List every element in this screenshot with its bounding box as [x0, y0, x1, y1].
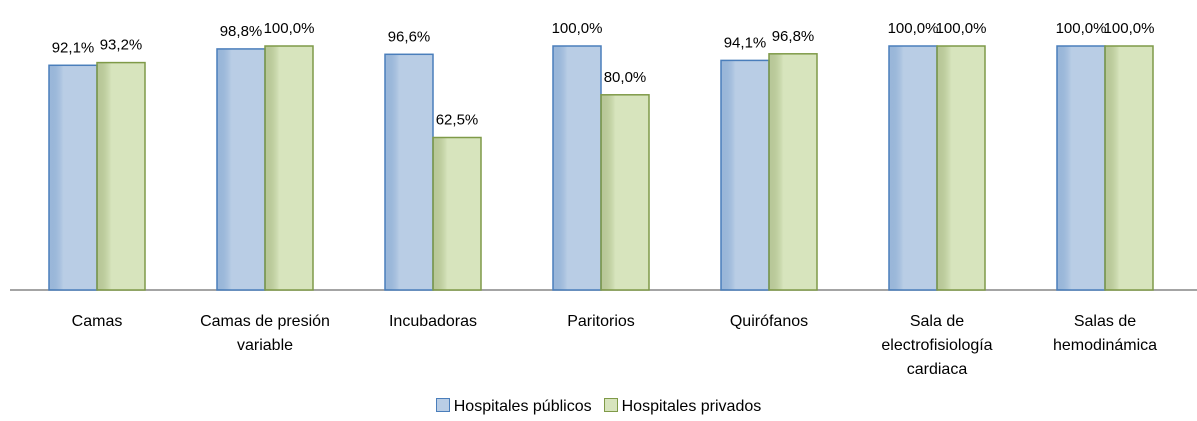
x-tick-label: Paritorios [567, 313, 635, 330]
legend-label: Hospitales privados [621, 398, 762, 415]
data-label: 96,8% [772, 28, 815, 45]
data-label: 100,0% [552, 20, 603, 37]
bar [888, 45, 938, 291]
x-tick-label: Sala de electrofisiología cardiaca [881, 313, 993, 378]
data-label: 80,0% [604, 69, 647, 86]
x-tick-label: Quirófanos [729, 313, 809, 330]
legend-item: Hospitales privados [603, 398, 762, 416]
bar [720, 59, 770, 291]
data-label: 100,0% [888, 20, 939, 37]
legend: Hospitales públicos Hospitales privados [0, 398, 1197, 416]
bar [264, 45, 314, 291]
x-tick-label: Incubadoras [388, 313, 478, 330]
bar [384, 53, 434, 291]
data-label: 62,5% [436, 112, 479, 129]
bar [768, 53, 818, 291]
bar [432, 136, 482, 291]
bar [600, 94, 650, 291]
legend-item: Hospitales públicos [435, 398, 592, 416]
data-label: 100,0% [1056, 20, 1107, 37]
legend-swatch [435, 398, 450, 412]
data-label: 100,0% [264, 20, 315, 37]
bar [1056, 45, 1106, 291]
data-label: 100,0% [936, 20, 987, 37]
data-label: 92,1% [52, 39, 95, 56]
bar [216, 48, 266, 291]
data-label: 94,1% [724, 34, 767, 51]
data-label: 100,0% [1104, 20, 1155, 37]
data-label: 98,8% [220, 23, 263, 40]
x-tick-label: Salas de hemodinámica [1052, 313, 1158, 354]
legend-swatch [603, 398, 618, 412]
data-label: 93,2% [100, 37, 143, 54]
bar [96, 61, 146, 291]
legend-label: Hospitales públicos [453, 398, 592, 415]
bar [48, 64, 98, 291]
x-tick-label: Camas de presión variable [200, 313, 330, 354]
data-label: 96,6% [388, 28, 431, 45]
bar [552, 45, 602, 291]
bar [936, 45, 986, 291]
bar [1104, 45, 1154, 291]
x-tick-label: Camas [71, 313, 123, 330]
